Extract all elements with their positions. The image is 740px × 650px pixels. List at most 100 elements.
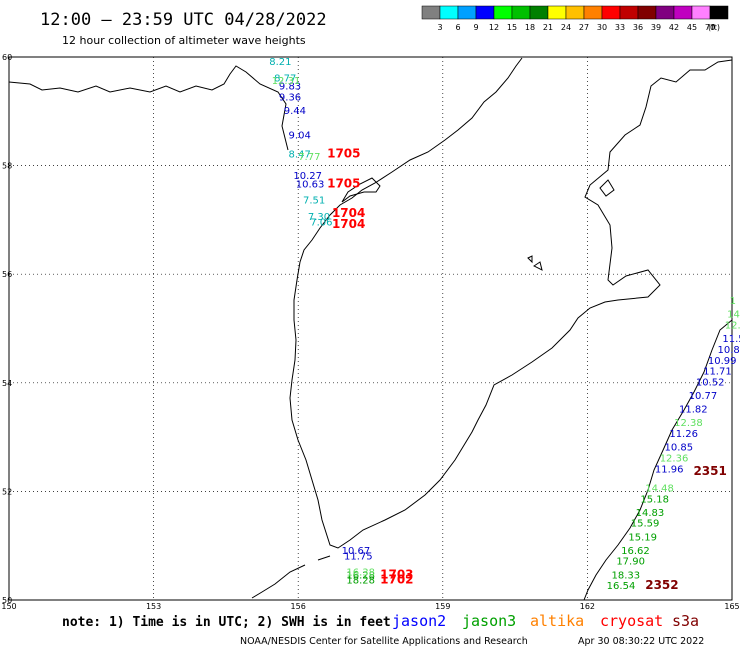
pass-time-label: 1704 bbox=[332, 217, 365, 231]
wave-height-value: 9.83 bbox=[279, 82, 301, 93]
chart-subtitle: 12 hour collection of altimeter wave hei… bbox=[62, 34, 306, 47]
legend-swatch bbox=[529, 5, 549, 20]
pass-time-label: 2351 bbox=[693, 464, 726, 478]
legend-swatch bbox=[637, 5, 657, 20]
wave-height-value: 10.67 bbox=[342, 546, 371, 557]
wave-height-value: 10.77 bbox=[689, 391, 718, 402]
legend-swatch bbox=[547, 5, 567, 20]
coastline bbox=[8, 57, 733, 601]
legend-tick-label: 39 bbox=[651, 23, 661, 32]
wave-height-value: 16.28 bbox=[346, 570, 375, 581]
mission-legend-item: jason3 bbox=[462, 612, 516, 630]
pass-time-label: 1705 bbox=[327, 146, 360, 160]
wave-height-value: 12.36 bbox=[660, 454, 689, 465]
legend-swatch bbox=[691, 5, 711, 20]
y-tick-label: 58 bbox=[2, 162, 12, 171]
mission-legend-item: s3a bbox=[672, 612, 699, 630]
y-tick-label: 50 bbox=[2, 596, 12, 605]
legend-swatch bbox=[673, 5, 693, 20]
pass-time-label: 2352 bbox=[645, 578, 678, 592]
legend-swatch bbox=[655, 5, 675, 20]
karaginsky-island bbox=[599, 179, 615, 197]
wave-height-value: 11.82 bbox=[679, 405, 708, 416]
wave-height-value: 9.36 bbox=[279, 92, 301, 103]
taygonos-peninsula bbox=[341, 177, 381, 203]
map-grid bbox=[9, 57, 732, 600]
legend-swatch bbox=[583, 5, 603, 20]
legend-swatch bbox=[565, 5, 585, 20]
x-tick-label: 150 bbox=[1, 602, 16, 611]
x-tick-label: 159 bbox=[435, 602, 450, 611]
pass-time-label: 1705 bbox=[327, 176, 360, 190]
small-island-b bbox=[527, 255, 533, 264]
legend-tick-label: 12 bbox=[489, 23, 499, 32]
pass-time-label: 1703 bbox=[380, 567, 413, 581]
legend-swatch bbox=[493, 5, 513, 20]
y-tick-label: 60 bbox=[2, 53, 12, 62]
generated-timestamp: Apr 30 08:30:22 UTC 2022 bbox=[578, 636, 704, 647]
wave-height-value: 7.30 bbox=[308, 212, 330, 223]
wave-height-value: 16.38 bbox=[346, 568, 375, 579]
wave-height-value: 7.77 bbox=[298, 152, 320, 163]
wave-height-value: 15.19 bbox=[628, 532, 657, 543]
wave-height-value: 10.52 bbox=[696, 378, 725, 389]
pass-time-label: 1702 bbox=[380, 573, 413, 587]
mission-legend-item: altika bbox=[530, 612, 584, 630]
wave-height-value: 8.21 bbox=[269, 57, 291, 68]
wave-height-value: 10.27 bbox=[293, 171, 322, 182]
legend-tick-label: 27 bbox=[579, 23, 589, 32]
legend-swatch bbox=[601, 5, 621, 20]
wave-height-value: 8.77 bbox=[274, 73, 296, 84]
legend-tick-label: 42 bbox=[669, 23, 679, 32]
x-tick-label: 156 bbox=[291, 602, 306, 611]
wave-height-value: 1 bbox=[730, 296, 736, 307]
x-tick-label: 153 bbox=[146, 602, 161, 611]
mission-legend-item: jason2 bbox=[392, 612, 446, 630]
wave-height-value: 11.26 bbox=[669, 429, 698, 440]
wave-height-value: 10.99 bbox=[708, 356, 737, 367]
legend-tick-label: 45 bbox=[687, 23, 697, 32]
wave-height-value: 10.80 bbox=[718, 345, 740, 356]
legend-swatch bbox=[619, 5, 639, 20]
wave-height-value: 18.33 bbox=[612, 570, 641, 581]
wave-height-value: 11.75 bbox=[344, 551, 373, 562]
wave-height-value: 12.31 bbox=[272, 76, 301, 87]
pass-time-label: 1704 bbox=[332, 206, 365, 220]
wave-height-value: 18.28 bbox=[346, 576, 375, 587]
x-tick-label: 162 bbox=[580, 602, 595, 611]
kamchatka-coast bbox=[289, 57, 733, 549]
wave-height-value: 15.18 bbox=[640, 494, 669, 505]
legend-swatch bbox=[457, 5, 477, 20]
wave-height-value: 17.90 bbox=[616, 557, 645, 568]
footer-note: note: 1) Time is in UTC; 2) SWH is in fe… bbox=[62, 615, 391, 630]
wave-height-value: 14.48 bbox=[645, 483, 674, 494]
wave-height-value: 14 bbox=[727, 310, 740, 321]
legend-swatch bbox=[709, 5, 729, 20]
y-tick-label: 54 bbox=[2, 379, 12, 388]
legend-swatch bbox=[475, 5, 495, 20]
x-tick-label: 165 bbox=[724, 602, 739, 611]
legend-tick-label: 70 bbox=[705, 23, 715, 32]
legend-swatch bbox=[511, 5, 531, 20]
wave-height-value: 9.04 bbox=[289, 130, 311, 141]
credit-line: NOAA/NESDIS Center for Satellite Applica… bbox=[240, 636, 528, 647]
legend-tick-label: 33 bbox=[615, 23, 625, 32]
wave-height-value: 10.63 bbox=[296, 179, 325, 190]
kuril-islands bbox=[251, 555, 331, 599]
wave-height-value: 11.96 bbox=[655, 464, 684, 475]
legend-tick-label: 3 bbox=[437, 23, 442, 32]
small-island-a bbox=[533, 261, 543, 271]
wave-height-value: 7.06 bbox=[310, 217, 332, 228]
y-tick-label: 56 bbox=[2, 270, 12, 279]
wave-height-value: 8.47 bbox=[289, 149, 311, 160]
legend-swatch bbox=[439, 5, 459, 20]
wave-height-value: 9.44 bbox=[284, 106, 306, 117]
wave-height-value: 10.85 bbox=[665, 443, 694, 454]
axis-ticks: 150 153 156 159 162 165 60 58 56 54 52 50 bbox=[1, 53, 739, 611]
okhotsk-north-coast bbox=[8, 65, 289, 151]
wave-height-value: 16.62 bbox=[621, 546, 650, 557]
legend-tick-label: 18 bbox=[525, 23, 535, 32]
legend-tick-label: 6 bbox=[455, 23, 460, 32]
